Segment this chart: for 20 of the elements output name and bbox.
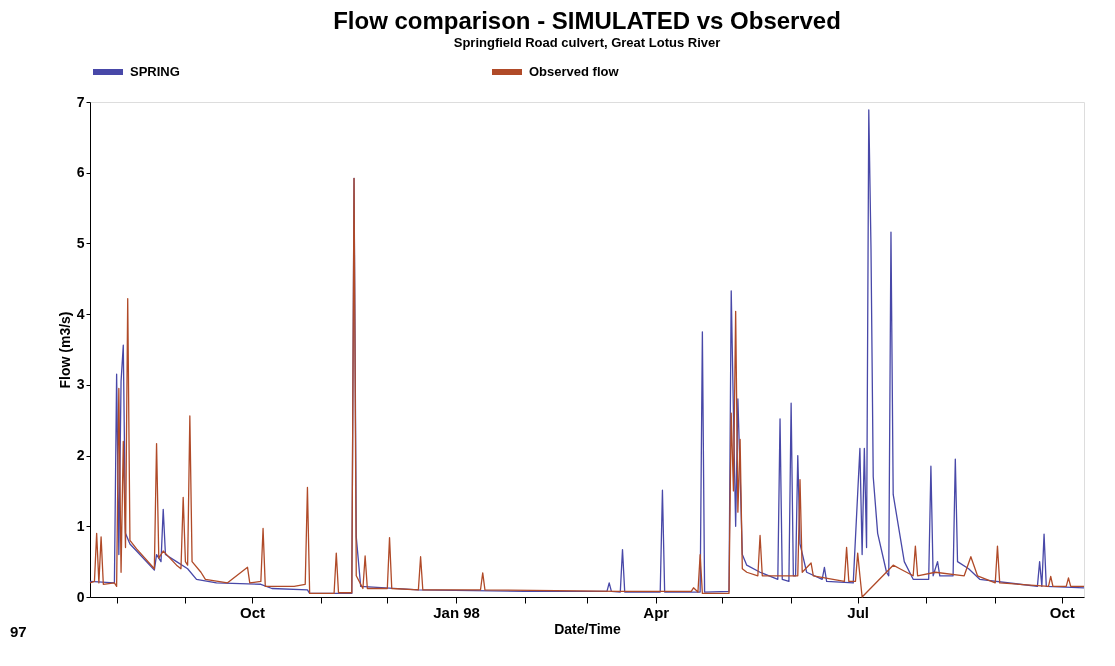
legend-label: Observed flow (529, 64, 620, 79)
chart-title: Flow comparison - SIMULATED vs Observed (333, 7, 841, 34)
y-tick-label: 7 (76, 93, 85, 110)
y-axis-title: Flow (m3/s) (56, 311, 73, 389)
x-tick-label: Oct (239, 603, 265, 621)
y-tick-label: 5 (76, 234, 85, 251)
x-axis-title: Date/Time (554, 620, 622, 637)
y-tick-label: 6 (76, 164, 85, 181)
y-tick-label: 3 (76, 376, 85, 393)
x-tick-label: Jan 98 (433, 603, 480, 621)
y-tick-label: 0 (76, 588, 85, 605)
x-tick-label: Jul (847, 603, 870, 621)
chart-subtitle: Springfield Road culvert, Great Lotus River (453, 35, 721, 50)
y-tick-label: 4 (76, 305, 85, 322)
x-tick-label: Apr (643, 603, 670, 621)
legend-label: SPRING (130, 64, 180, 79)
y-tick-label: 1 (76, 517, 85, 534)
y-tick-label: 2 (76, 447, 85, 464)
text: 97 (10, 623, 27, 640)
x-tick-label: Oct (1049, 603, 1075, 621)
